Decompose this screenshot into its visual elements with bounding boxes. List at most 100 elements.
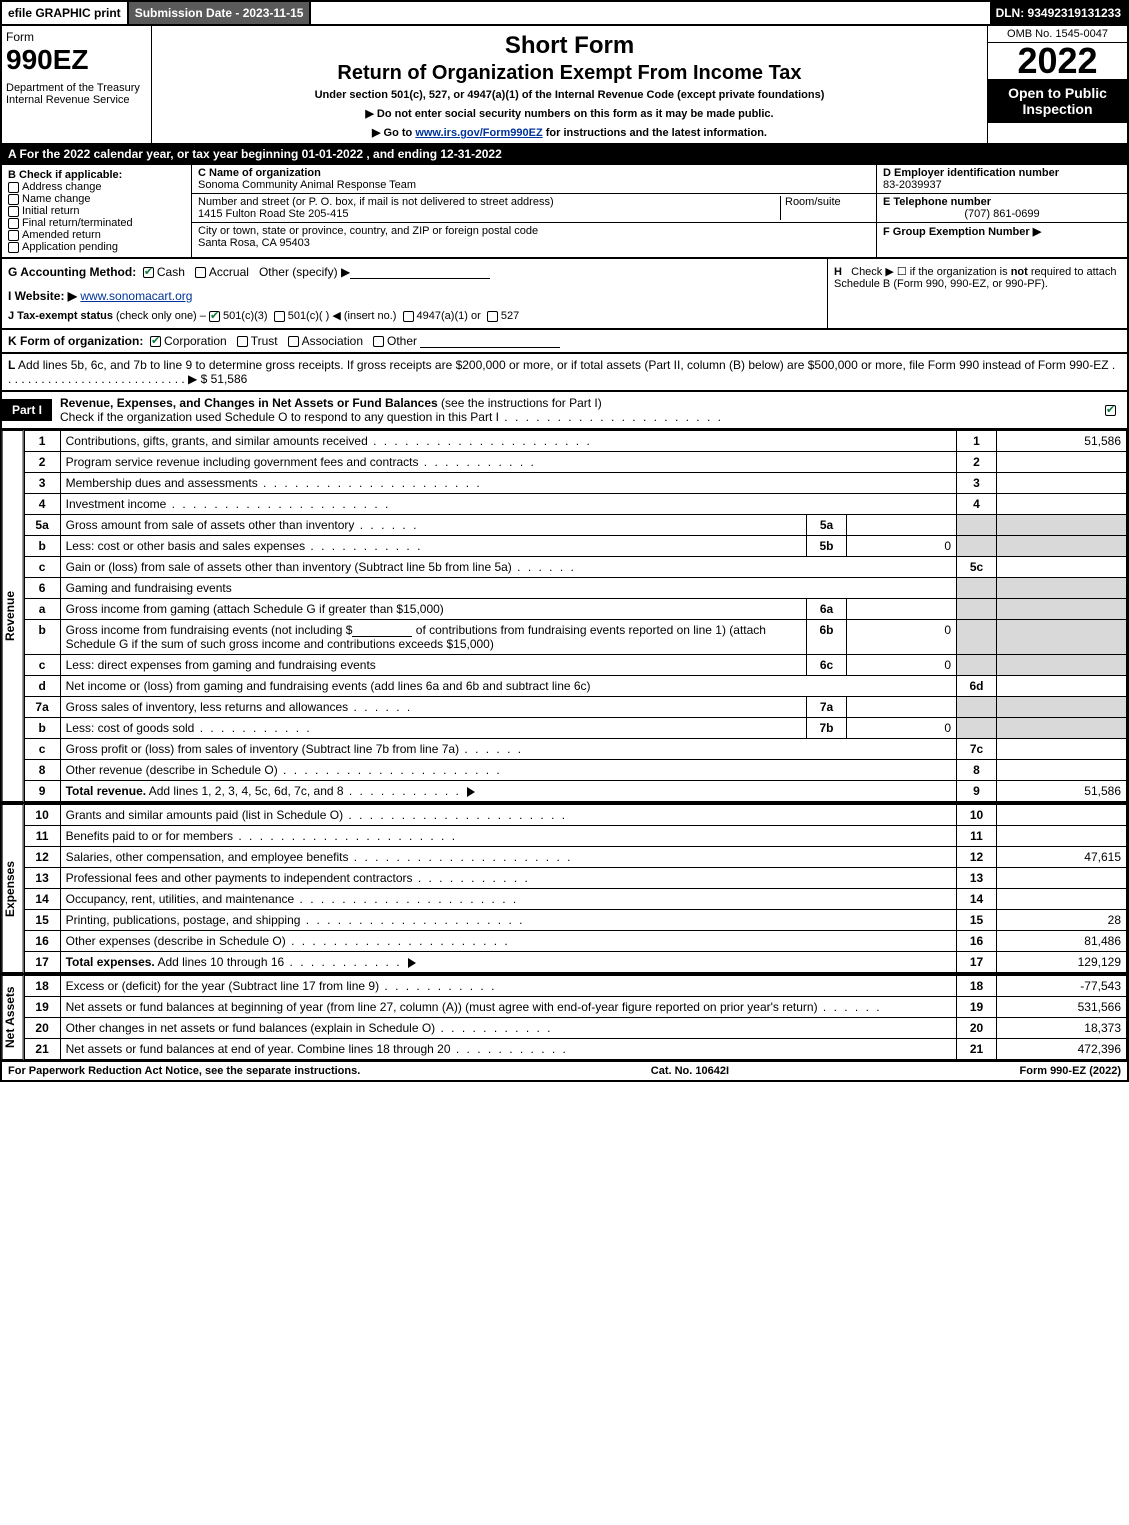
- ln-8-num: 8: [24, 760, 60, 781]
- chk-initial-return[interactable]: Initial return: [8, 205, 185, 217]
- ln-5a-sub: 5a: [807, 515, 847, 536]
- ln-12-desc: Salaries, other compensation, and employ…: [66, 850, 349, 864]
- header-left: Form 990EZ Department of the Treasury In…: [2, 26, 152, 143]
- ln-6c-desc: Less: direct expenses from gaming and fu…: [60, 655, 806, 676]
- chk-address-change[interactable]: Address change: [8, 181, 185, 193]
- chk-other-org[interactable]: [373, 336, 384, 347]
- ln-6a-desc: Gross income from gaming (attach Schedul…: [60, 599, 806, 620]
- ln-5c-desc: Gain or (loss) from sale of assets other…: [66, 560, 512, 574]
- row-l: L Add lines 5b, 6c, and 7b to line 9 to …: [0, 354, 1129, 392]
- website-link[interactable]: www.sonomacart.org: [80, 289, 192, 303]
- 6b-blank[interactable]: [352, 625, 412, 637]
- c-street-label: Number and street (or P. O. box, if mail…: [198, 196, 554, 208]
- l-text: Add lines 5b, 6c, and 7b to line 9 to de…: [18, 358, 1109, 372]
- ln-18-val: -77,543: [997, 976, 1127, 997]
- chk-application-pending[interactable]: Application pending: [8, 241, 185, 253]
- accrual-label: Accrual: [209, 265, 249, 279]
- org-name: Sonoma Community Animal Response Team: [198, 179, 416, 191]
- ln-11-desc: Benefits paid to or for members: [66, 829, 233, 843]
- chk-4947[interactable]: [403, 311, 414, 322]
- ln-5c-num: c: [24, 557, 60, 578]
- line-21: 21Net assets or fund balances at end of …: [24, 1039, 1126, 1060]
- k-other-blank[interactable]: [420, 336, 560, 348]
- ln-11-col: 11: [957, 826, 997, 847]
- phone-value: (707) 861-0699: [883, 208, 1121, 220]
- j-label: J Tax-exempt status: [8, 310, 113, 322]
- dln: DLN: 93492319131233: [990, 2, 1127, 24]
- chk-name-change[interactable]: Name change: [8, 193, 185, 205]
- row-k: K Form of organization: Corporation Trus…: [0, 330, 1129, 354]
- k-corp: Corporation: [164, 334, 227, 348]
- ln-5c-val: [997, 557, 1127, 578]
- expenses-side-label: Expenses: [2, 804, 24, 973]
- row-a-tax-year: A For the 2022 calendar year, or tax yea…: [0, 145, 1129, 165]
- chk-application-pending-label: Application pending: [22, 241, 118, 253]
- line-8: 8Other revenue (describe in Schedule O)8: [24, 760, 1126, 781]
- ln-7a-num: 7a: [24, 697, 60, 718]
- ln-14-val: [997, 889, 1127, 910]
- netassets-grid: Net Assets 18Excess or (deficit) for the…: [0, 975, 1129, 1062]
- dots: [418, 455, 535, 469]
- ln-14-desc: Occupancy, rent, utilities, and maintena…: [66, 892, 295, 906]
- shade: [957, 536, 997, 557]
- k-trust: Trust: [251, 334, 278, 348]
- dots: [284, 955, 401, 969]
- line-5a: 5aGross amount from sale of assets other…: [24, 515, 1126, 536]
- ln-6c-num: c: [24, 655, 60, 676]
- chk-assoc[interactable]: [288, 336, 299, 347]
- chk-initial-return-label: Initial return: [22, 205, 79, 217]
- irs-link[interactable]: www.irs.gov/Form990EZ: [415, 127, 542, 139]
- chk-cash[interactable]: [143, 267, 154, 278]
- line-20: 20Other changes in net assets or fund ba…: [24, 1018, 1126, 1039]
- chk-527[interactable]: [487, 311, 498, 322]
- other-blank[interactable]: [350, 267, 490, 279]
- chk-501c[interactable]: [274, 311, 285, 322]
- line-16: 16Other expenses (describe in Schedule O…: [24, 931, 1126, 952]
- chk-corp[interactable]: [150, 336, 161, 347]
- ln-12-col: 12: [957, 847, 997, 868]
- part-i-checkbox[interactable]: [1097, 403, 1127, 417]
- chk-501c3[interactable]: [209, 311, 220, 322]
- ln-3-desc: Membership dues and assessments: [66, 476, 258, 490]
- shade: [957, 718, 997, 739]
- part-i-check-text: Check if the organization used Schedule …: [60, 410, 499, 424]
- k-other: Other: [387, 334, 417, 348]
- line-3: 3Membership dues and assessments3: [24, 473, 1126, 494]
- shade: [997, 599, 1127, 620]
- l-amount: $ 51,586: [201, 372, 248, 386]
- ln-3-col: 3: [957, 473, 997, 494]
- ln-20-num: 20: [24, 1018, 60, 1039]
- chk-amended-return-label: Amended return: [22, 229, 101, 241]
- line-12: 12 Salaries, other compensation, and empl…: [24, 847, 1126, 868]
- ln-17-desc: Total expenses.: [66, 955, 155, 969]
- part-i-hint: (see the instructions for Part I): [441, 396, 602, 410]
- netassets-side-label: Net Assets: [2, 975, 24, 1060]
- i-label: I Website: ▶: [8, 289, 77, 303]
- dots: [435, 1021, 552, 1035]
- part-i-title: Revenue, Expenses, and Changes in Net As…: [60, 396, 438, 410]
- chk-accrual[interactable]: [195, 267, 206, 278]
- chk-trust[interactable]: [237, 336, 248, 347]
- ln-6c-sub: 6c: [807, 655, 847, 676]
- open-to-public: Open to Public Inspection: [988, 79, 1127, 123]
- h-label: H: [834, 266, 842, 278]
- part-i-tag: Part I: [2, 399, 52, 421]
- dots: [286, 934, 510, 948]
- ln-17-num: 17: [24, 952, 60, 973]
- chk-final-return[interactable]: Final return/terminated: [8, 217, 185, 229]
- ln-6c-sv: 0: [847, 655, 957, 676]
- d-label: D Employer identification number: [883, 167, 1059, 179]
- line-17: 17 Total expenses. Add lines 10 through 1…: [24, 952, 1126, 973]
- ln-10-num: 10: [24, 805, 60, 826]
- ln-13-val: [997, 868, 1127, 889]
- chk-amended-return[interactable]: Amended return: [8, 229, 185, 241]
- efile-print-button[interactable]: efile GRAPHIC print: [2, 2, 129, 24]
- chk-final-return-label: Final return/terminated: [22, 217, 133, 229]
- line-18: 18Excess or (deficit) for the year (Subt…: [24, 976, 1126, 997]
- ln-11-num: 11: [24, 826, 60, 847]
- c-city-label: City or town, state or province, country…: [198, 225, 538, 237]
- ln-17-desc2: Add lines 10 through 16: [155, 955, 284, 969]
- ln-15-val: 28: [997, 910, 1127, 931]
- ln-7c-desc: Gross profit or (loss) from sales of inv…: [66, 742, 459, 756]
- ln-8-col: 8: [957, 760, 997, 781]
